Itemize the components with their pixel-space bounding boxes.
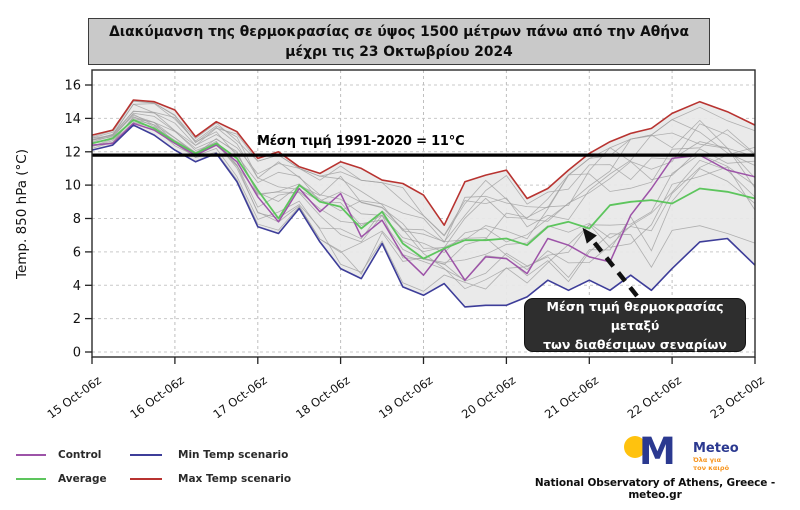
ensemble-member — [91, 110, 756, 271]
legend-swatch-max-temp — [130, 478, 162, 480]
legend-item-control: Control — [16, 448, 101, 462]
x-tick-label: 23 Oct-00z — [708, 373, 767, 421]
y-axis-title: Temp. 850 hPa (°C) — [14, 149, 30, 280]
legend-label-max-temp: Max Temp scenario — [178, 473, 292, 485]
legend-label-min-temp: Min Temp scenario — [178, 449, 289, 461]
chart-title: Διακύμανση της θερμοκρασίας σε ύψος 1500… — [88, 18, 710, 65]
logo-name: Meteo — [693, 441, 739, 456]
ensemble-member — [91, 116, 756, 275]
x-tick-label: 22 Oct-06z — [625, 373, 684, 421]
y-tick-label: 8 — [73, 212, 81, 227]
x-tick-label: 15 Oct-06z — [45, 373, 104, 421]
legend-item-max-temp: Max Temp scenario — [130, 472, 291, 486]
mean-line-label: Μέση τιμή 1991-2020 = 11°C — [257, 134, 465, 149]
logo-tagline-line2: τον καιρό — [693, 463, 730, 472]
y-tick-label: 16 — [64, 79, 81, 94]
x-tick-label: 18 Oct-06z — [293, 373, 352, 421]
ensemble-member — [91, 110, 756, 243]
annotation-line1: Μέση τιμή θερμοκρασίας μεταξύ — [546, 298, 724, 333]
annotation-arrow — [590, 238, 639, 298]
logo-sun-dot-icon — [624, 436, 646, 458]
legend-swatch-control — [16, 454, 46, 456]
x-tick-label: 21 Oct-06z — [542, 373, 601, 421]
x-tick-label: 19 Oct-06z — [376, 373, 435, 421]
legend-item-min-temp: Min Temp scenario — [130, 448, 288, 462]
series-min-temp-scenario — [91, 124, 756, 308]
chart-title-line1: Διακύμανση της θερμοκρασίας σε ύψος 1500… — [109, 23, 689, 40]
annotation-line2: των διαθέσιμων σεναρίων — [543, 336, 727, 352]
logo-tagline-line1: Όλα για — [693, 456, 722, 464]
legend-item-average: Average — [16, 472, 107, 486]
meteo-logo: M Meteo Όλα για τον καιρό — [616, 432, 766, 474]
y-tick-label: 2 — [73, 312, 81, 327]
credit-text: National Observatory of Athens, Greece -… — [534, 477, 776, 501]
legend-swatch-average — [16, 478, 46, 480]
y-tick-label: 6 — [73, 245, 81, 260]
annotation-arrowhead — [582, 227, 597, 244]
legend-swatch-min-temp — [130, 454, 162, 456]
series-average — [91, 119, 756, 260]
legend: Control Average Min Temp scenario Max Te… — [16, 448, 316, 498]
logo-m-icon: M — [639, 430, 676, 473]
logo-tagline: Όλα για τον καιρό — [693, 456, 730, 472]
plot-area: 0 2 4 6 8 10 12 14 16 15 Oct-06z 16 Oct-06z 17 Oct-… — [14, 69, 767, 421]
y-tick-label: 0 — [73, 346, 81, 361]
ensemble-member — [91, 103, 756, 243]
series-control — [91, 122, 756, 281]
legend-label-average: Average — [58, 473, 107, 485]
chart-title-line2: μέχρι τις 23 Οκτωβρίου 2024 — [285, 43, 513, 60]
ensemble-member — [91, 103, 756, 237]
legend-label-control: Control — [58, 449, 102, 461]
annotation-box: Μέση τιμή θερμοκρασίας μεταξύ των διαθέσ… — [524, 298, 746, 352]
series-max-temp-scenario — [91, 99, 756, 226]
y-tick-label: 14 — [64, 112, 81, 127]
y-tick-label: 12 — [64, 145, 81, 160]
ensemble-member — [91, 112, 756, 283]
y-tick-label: 4 — [73, 279, 81, 294]
y-tick-label: 10 — [64, 179, 81, 194]
x-tick-label: 20 Oct-06z — [459, 373, 518, 421]
x-tick-label: 16 Oct-06z — [127, 373, 186, 421]
x-tick-label: 17 Oct-06z — [210, 373, 269, 421]
min-max-envelope — [92, 100, 755, 307]
ensemble-member — [91, 118, 756, 243]
ensemble-member — [91, 100, 756, 236]
